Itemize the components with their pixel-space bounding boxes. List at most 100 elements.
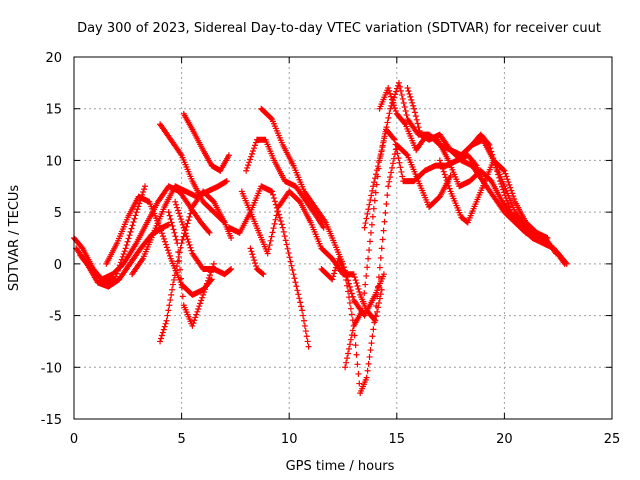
data-point	[271, 198, 278, 205]
data-point	[185, 217, 192, 224]
data-point	[398, 168, 405, 175]
data-point	[376, 155, 383, 162]
data-point	[300, 312, 307, 319]
data-point	[361, 290, 368, 297]
data-point	[267, 237, 274, 244]
data-point	[175, 249, 182, 256]
data-point	[301, 322, 308, 329]
data-point	[129, 222, 136, 229]
data-point	[396, 83, 403, 90]
data-point	[380, 137, 387, 144]
data-point	[184, 220, 191, 227]
data-point	[171, 272, 178, 279]
data-point	[161, 238, 168, 245]
data-point	[198, 297, 205, 304]
data-point	[282, 237, 289, 244]
data-point	[395, 79, 402, 86]
data-point	[247, 156, 254, 163]
data-point	[494, 168, 501, 175]
data-point	[343, 276, 350, 283]
data-point	[506, 206, 513, 213]
data-point	[344, 355, 351, 362]
data-point	[388, 93, 395, 100]
data-point	[399, 173, 406, 180]
data-point	[289, 266, 296, 273]
data-point	[388, 169, 395, 176]
data-point	[345, 350, 352, 357]
data-point	[378, 147, 385, 154]
data-point	[273, 212, 280, 219]
data-point	[120, 250, 127, 257]
data-point	[286, 254, 293, 261]
data-point	[187, 244, 194, 251]
data-point	[408, 96, 415, 103]
data-point	[330, 273, 337, 280]
data-point	[372, 189, 379, 196]
data-point	[378, 245, 385, 252]
data-point	[381, 133, 388, 140]
data-point	[363, 374, 370, 381]
data-point	[507, 184, 514, 191]
data-point	[268, 233, 275, 240]
data-point	[444, 179, 451, 186]
data-point	[371, 319, 378, 326]
data-point	[406, 90, 413, 97]
data-point	[122, 245, 129, 252]
data-point	[356, 288, 363, 295]
data-point	[205, 277, 212, 284]
data-point	[320, 224, 327, 231]
data-point	[160, 326, 167, 333]
data-point	[181, 227, 188, 234]
data-point	[348, 311, 355, 318]
data-point	[134, 206, 141, 213]
data-point	[270, 225, 277, 232]
data-point	[299, 307, 306, 314]
y-tick-label: 15	[45, 103, 62, 118]
data-point	[373, 167, 380, 174]
data-point	[491, 158, 498, 165]
data-point	[387, 90, 394, 97]
data-point	[78, 244, 85, 251]
data-point	[353, 351, 360, 358]
data-point	[415, 124, 422, 131]
series-track-22	[447, 131, 568, 267]
data-point	[158, 335, 165, 342]
data-point	[544, 235, 551, 241]
data-point	[355, 285, 362, 292]
x-tick-label: 5	[177, 432, 185, 447]
data-point	[185, 239, 192, 246]
data-point	[131, 215, 138, 222]
data-point	[300, 317, 307, 324]
data-point	[436, 157, 443, 164]
data-point	[407, 93, 414, 100]
data-point	[413, 116, 420, 123]
x-tick-label: 20	[496, 432, 513, 447]
data-point	[372, 171, 379, 178]
data-point	[121, 248, 128, 255]
data-point	[411, 109, 418, 116]
data-point	[162, 241, 169, 248]
data-point	[245, 162, 252, 169]
data-point	[278, 221, 285, 228]
data-point	[342, 271, 349, 278]
data-point	[296, 295, 303, 302]
data-point	[292, 279, 299, 286]
data-point	[370, 183, 377, 190]
data-point	[132, 212, 139, 219]
data-point	[329, 276, 336, 283]
series-track-3	[77, 183, 213, 283]
data-point	[249, 150, 256, 157]
data-point	[210, 260, 217, 267]
y-tick-label: 5	[54, 206, 62, 221]
data-point	[561, 260, 568, 267]
data-point	[243, 167, 250, 174]
data-point	[178, 284, 185, 291]
data-point	[367, 347, 374, 354]
data-point	[352, 342, 359, 349]
data-point	[377, 291, 384, 298]
data-point	[186, 241, 193, 248]
data-point	[394, 150, 401, 157]
data-point	[169, 281, 176, 288]
data-point	[439, 165, 446, 172]
data-point	[276, 214, 283, 221]
